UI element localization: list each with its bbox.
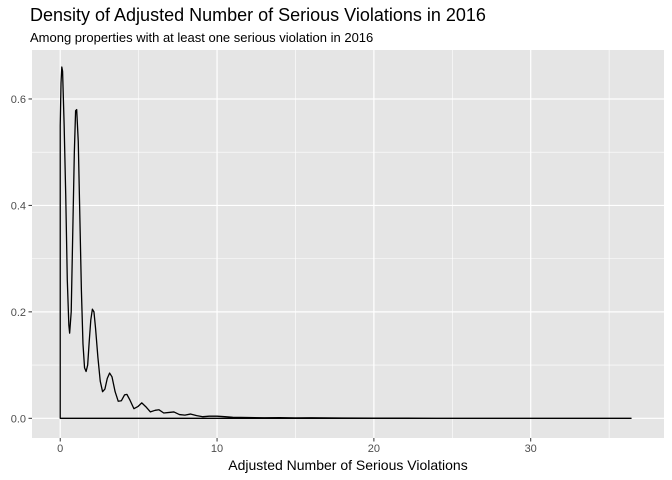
plot-panel: [32, 50, 664, 438]
y-tick-label: 0.2: [11, 307, 26, 319]
x-tick-label: 0: [57, 443, 63, 455]
density-curve: [59, 66, 632, 419]
density-layer: [59, 66, 632, 419]
y-axis: 0.0 0.2 0.4 0.6: [11, 94, 32, 425]
y-tick-label: 0.6: [11, 94, 26, 106]
chart-subtitle: Among properties with at least one serio…: [30, 30, 374, 45]
x-axis: 0 10 20 30: [57, 438, 537, 455]
y-tick-label: 0.0: [11, 413, 26, 425]
x-axis-label: Adjusted Number of Serious Violations: [228, 457, 468, 473]
chart-title: Density of Adjusted Number of Serious Vi…: [30, 5, 486, 25]
x-tick-label: 20: [368, 443, 380, 455]
minor-gridlines: [32, 50, 664, 438]
x-tick-label: 10: [211, 443, 223, 455]
y-tick-label: 0.4: [11, 200, 26, 212]
x-tick-label: 30: [525, 443, 537, 455]
